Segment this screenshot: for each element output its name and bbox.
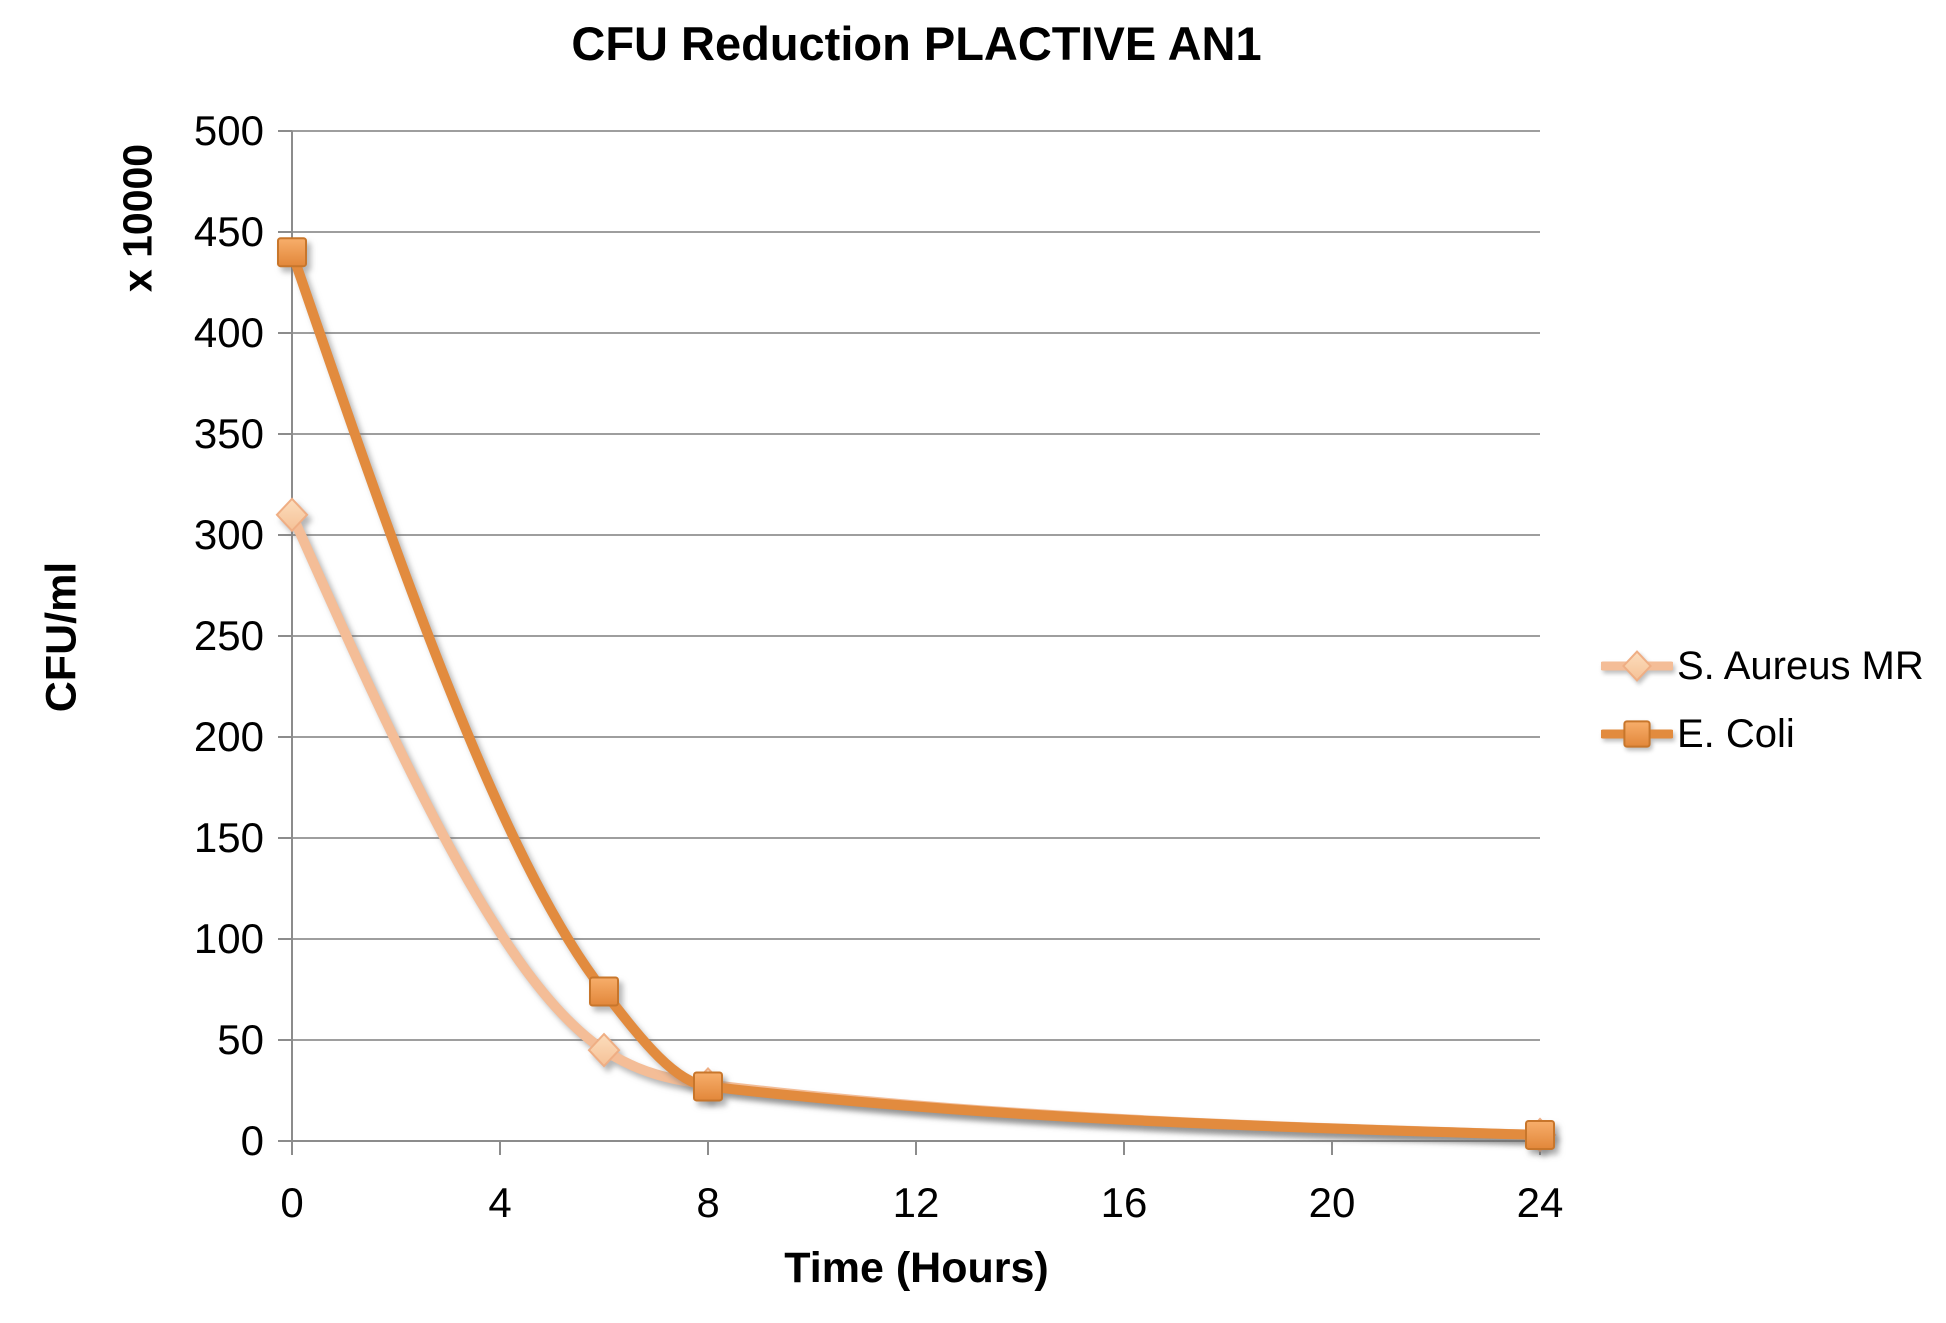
- data-point-marker-square: [1623, 720, 1651, 748]
- y-tick-label: 0: [241, 1117, 264, 1164]
- y-tick-label: 450: [194, 208, 264, 255]
- series-line: [287, 247, 1545, 1140]
- data-point-marker-square: [277, 237, 307, 268]
- data-point-marker-square: [589, 976, 619, 1007]
- s-aureus-line-marker-icon: [1601, 650, 1673, 682]
- data-point-marker-diamond: [275, 497, 309, 533]
- x-tick-label: 4: [488, 1179, 511, 1226]
- data-point-marker-diamond: [1622, 650, 1652, 682]
- y-tick-label: 350: [194, 410, 264, 457]
- x-tick-label: 0: [280, 1179, 303, 1226]
- e-coli-line-marker-icon: [1601, 720, 1673, 748]
- x-tick-label: 20: [1309, 1179, 1356, 1226]
- y-tick-label: 300: [194, 511, 264, 558]
- series-s-aureus-mr: [275, 497, 1557, 1153]
- legend-item-e-coli: E. Coli: [1601, 712, 1924, 756]
- legend: S. Aureus MR E. Coli: [1601, 644, 1924, 756]
- y-tick-label: 200: [194, 713, 264, 760]
- y-tick-label: 50: [217, 1016, 264, 1063]
- x-tick-label: 16: [1101, 1179, 1148, 1226]
- y-tick-label: 250: [194, 612, 264, 659]
- series-line: [287, 509, 1545, 1140]
- x-tick-label: 24: [1517, 1179, 1564, 1226]
- legend-label-s-aureus-mr: S. Aureus MR: [1677, 644, 1924, 688]
- x-tick-label: 8: [696, 1179, 719, 1226]
- series-e-coli: [277, 237, 1555, 1150]
- chart-title: CFU Reduction PLACTIVE AN1: [571, 17, 1262, 70]
- data-point-marker-square: [693, 1071, 723, 1102]
- y-tick-label: 400: [194, 309, 264, 356]
- y-tick-label: 500: [194, 107, 264, 154]
- x-axis-title: Time (Hours): [784, 1244, 1049, 1292]
- legend-item-s-aureus-mr: S. Aureus MR: [1601, 644, 1924, 688]
- y-tick-label: 100: [194, 915, 264, 962]
- x-tick-label: 12: [893, 1179, 940, 1226]
- legend-label-e-coli: E. Coli: [1677, 712, 1795, 756]
- y-tick-label: 150: [194, 814, 264, 861]
- data-point-marker-diamond: [587, 1032, 621, 1068]
- data-point-marker-square: [1525, 1119, 1555, 1150]
